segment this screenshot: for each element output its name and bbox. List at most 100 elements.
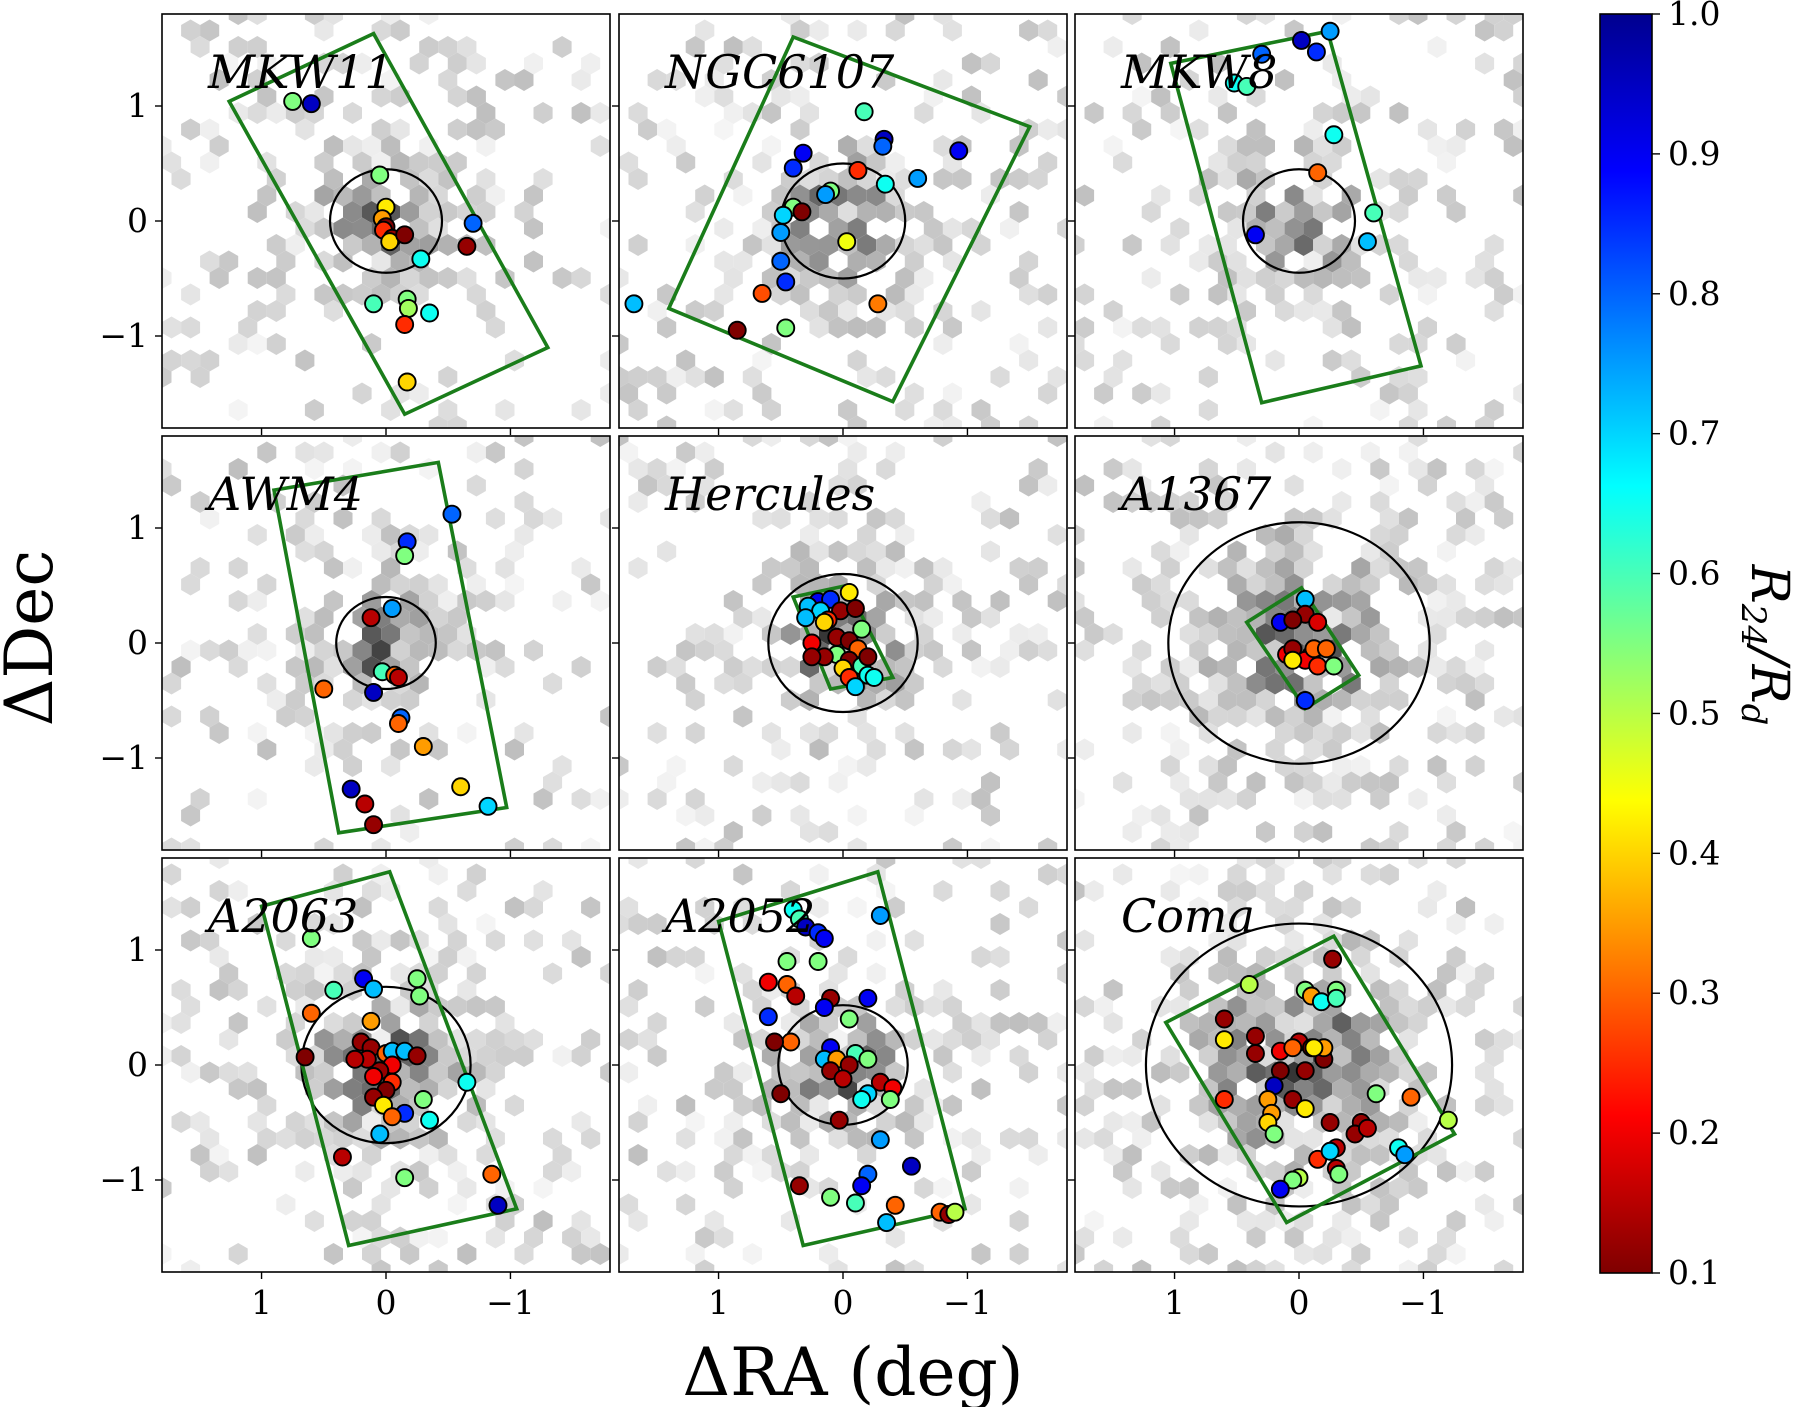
colorbar-tick-label: 0.1 (1668, 1253, 1720, 1292)
y-tick-label: 1 (127, 930, 148, 969)
galaxy-point (880, 1090, 900, 1109)
galaxy-point (370, 1124, 390, 1144)
x-tick-label: 1 (1164, 1283, 1185, 1322)
galaxy-point (1237, 76, 1257, 96)
galaxy-point (1308, 656, 1328, 676)
galaxy-point (364, 683, 384, 702)
galaxy-point (821, 1187, 841, 1207)
galaxy-point (314, 679, 334, 699)
survey-footprint-box (716, 869, 968, 1248)
x-axis-label: ΔRA (deg) (682, 1334, 1023, 1407)
colorbar-tick-label: 0.3 (1668, 973, 1720, 1012)
galaxy-point (1320, 1141, 1340, 1161)
panel-coma: Coma 1 0 −1 (1068, 857, 1524, 1322)
galaxy-point (395, 546, 415, 566)
galaxy-point (1214, 1090, 1234, 1109)
galaxy-point (1326, 988, 1346, 1008)
galaxy-point (777, 952, 797, 971)
galaxy-point (1438, 1110, 1458, 1130)
galaxy-point (413, 737, 433, 756)
galaxy-point (407, 969, 427, 989)
galaxy-point (361, 1011, 381, 1031)
galaxy-point (332, 1147, 352, 1167)
galaxy-point (388, 714, 408, 733)
galaxy-point (786, 986, 806, 1006)
galaxy-point (283, 91, 303, 111)
panel-a2063: A2063 1 0 −1 1 0 −1 (99, 857, 611, 1322)
colorbar-tick-label: 0.5 (1668, 693, 1720, 732)
galaxy-point (776, 318, 796, 338)
galaxy-point (1245, 1026, 1265, 1046)
galaxy-point (324, 980, 344, 1000)
galaxy-point (411, 249, 431, 269)
galaxy-point (488, 1195, 508, 1215)
galaxy-point (382, 1107, 402, 1127)
galaxy-point (1320, 21, 1340, 41)
survey-footprint-box (226, 31, 551, 417)
galaxy-point (1401, 1087, 1421, 1107)
galaxy-point (1270, 1179, 1290, 1199)
galaxy-point (301, 929, 321, 948)
galaxy-point (1283, 1038, 1303, 1058)
galaxy-point (845, 677, 865, 697)
axis-ticks (612, 105, 969, 435)
galaxy-point (1295, 1061, 1315, 1081)
galaxy-point (364, 294, 384, 314)
galaxy-point (457, 236, 477, 256)
galaxy-point (771, 223, 791, 242)
galaxy-point (1324, 125, 1344, 145)
galaxy-point (808, 952, 828, 971)
x-tick-label: 0 (1289, 1283, 1310, 1322)
galaxy-point (1239, 975, 1259, 994)
r200-circle (335, 595, 437, 691)
galaxy-point (773, 205, 793, 225)
density-background (1075, 14, 1523, 428)
scatter-panels: MKW11 1 0 −1 NGC6107 MKW8 AWM4 1 0 −1 Hercules A136… (99, 13, 1524, 1322)
galaxy-point (945, 1202, 965, 1222)
y-tick-label: −1 (99, 1160, 148, 1199)
galaxy-point (845, 599, 865, 618)
colorbar-tick-label: 0.4 (1668, 833, 1720, 872)
galaxy-point (814, 929, 834, 948)
axis-ticks (612, 527, 969, 857)
galaxy-point (868, 294, 888, 314)
galaxy-point (1245, 1044, 1265, 1063)
axis-ticks (612, 949, 969, 1279)
galaxy-point (839, 582, 859, 602)
galaxy-point (457, 1072, 477, 1092)
galaxy-point (908, 168, 928, 188)
r200-circle (767, 572, 919, 714)
survey-footprint-box (259, 869, 520, 1248)
galaxy-point (1357, 1118, 1377, 1138)
galaxy-point (388, 668, 408, 687)
y-tick-label: −1 (99, 738, 148, 777)
galaxy-point (420, 303, 440, 323)
galaxy-point (776, 272, 796, 292)
galaxy-point (758, 972, 778, 992)
colorbar-tick-label: 1.0 (1668, 0, 1720, 33)
colorbar-ticks: 1.0 0.9 0.8 0.7 0.6 0.5 0.4 0.3 0.2 0.1 (1652, 0, 1720, 1292)
galaxy-point (1214, 1009, 1234, 1029)
density-background (162, 436, 610, 850)
y-tick-label: 0 (127, 201, 148, 240)
galaxy-point (1295, 691, 1315, 710)
galaxy-point (858, 988, 878, 1008)
galaxy-point (858, 1049, 878, 1069)
panel-awm4: AWM4 1 0 −1 (99, 435, 611, 857)
colorbar-tick-label: 0.9 (1668, 134, 1720, 173)
galaxy-point (758, 1007, 778, 1027)
galaxy-point (1308, 163, 1328, 183)
galaxy-point (395, 315, 415, 334)
galaxy-point (802, 647, 822, 667)
r200-circle (1144, 922, 1454, 1208)
panel-label-a1367: A1367 (1117, 467, 1272, 521)
x-tick-label: 0 (376, 1283, 397, 1322)
panel-label-mkw11: MKW11 (207, 45, 394, 99)
galaxy-point (410, 986, 430, 1006)
survey-footprint-box (666, 34, 1033, 404)
galaxy-point (845, 1193, 865, 1213)
galaxy-point (783, 158, 803, 178)
y-tick-label: −1 (99, 316, 148, 355)
x-tick-label: −1 (943, 1283, 992, 1322)
